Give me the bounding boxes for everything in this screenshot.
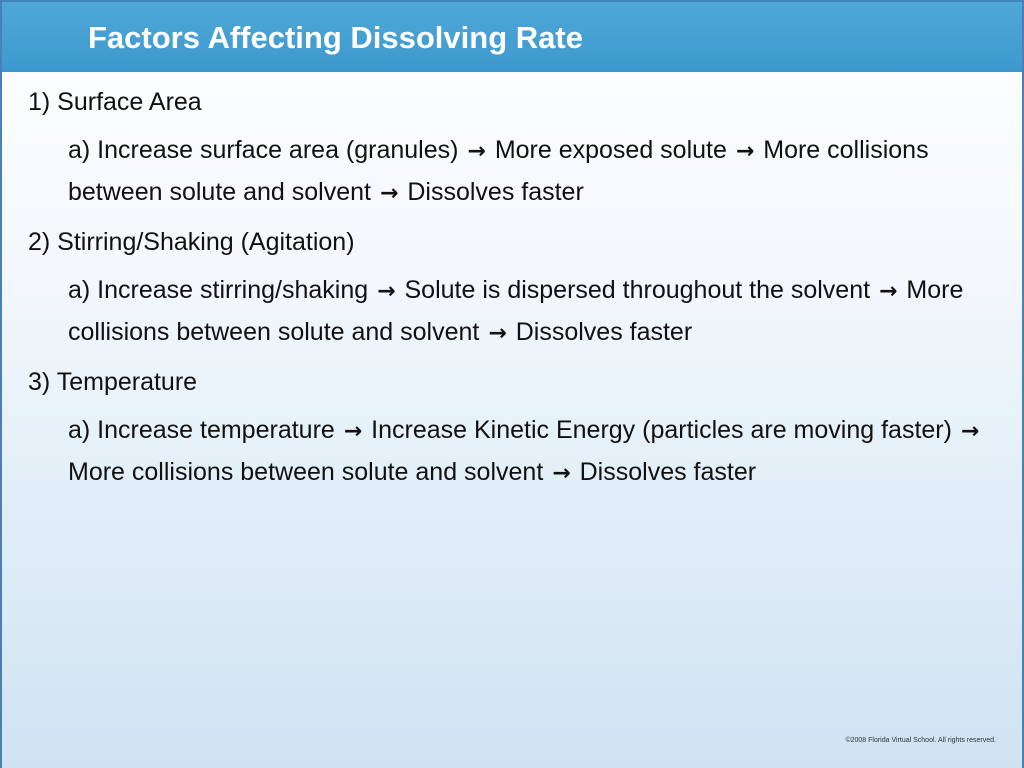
slide-title: Factors Affecting Dissolving Rate — [88, 20, 583, 55]
right-arrow-icon: → — [379, 181, 399, 206]
detail-part: Solute is dispersed throughout the solve… — [404, 276, 871, 304]
detail-part: Dissolves faster — [407, 178, 584, 206]
factor-surface-area: 1) Surface Area a) Increase surface area… — [28, 82, 1008, 214]
factor-detail: a) Increase temperature → Increase Kinet… — [68, 410, 998, 494]
detail-part: Dissolves faster — [515, 318, 693, 346]
right-arrow-icon: → — [488, 321, 507, 346]
title-bar: Factors Affecting Dissolving Rate — [2, 0, 1022, 72]
right-arrow-icon: → — [735, 139, 755, 164]
detail-part: Increase Kinetic Energy (particles are m… — [371, 416, 952, 444]
copyright-notice: ©2008 Florida Virtual School. All rights… — [845, 737, 996, 744]
right-arrow-icon: → — [377, 279, 396, 304]
factor-agitation: 2) Stirring/Shaking (Agitation) a) Incre… — [28, 222, 1008, 354]
detail-part: a) Increase surface area (granules) — [68, 136, 459, 164]
detail-part: More collisions between solute and solve… — [68, 276, 964, 346]
slide-content: 1) Surface Area a) Increase surface area… — [28, 82, 1008, 502]
detail-part: a) Increase temperature — [68, 416, 335, 444]
detail-part: More collisions between solute and solve… — [68, 136, 929, 206]
right-arrow-icon: → — [552, 461, 571, 486]
detail-part: More collisions between solute and solve… — [68, 458, 544, 486]
factor-heading: 3) Temperature — [28, 368, 198, 396]
detail-part: More exposed solute — [494, 136, 727, 164]
right-arrow-icon: → — [960, 419, 980, 444]
detail-part: a) Increase stirring/shaking — [68, 276, 369, 304]
factor-temperature: 3) Temperature a) Increase temperature →… — [28, 362, 1008, 494]
factor-detail: a) Increase stirring/shaking → Solute is… — [68, 270, 998, 354]
factor-detail: a) Increase surface area (granules) → Mo… — [68, 130, 998, 214]
detail-part: Dissolves faster — [579, 458, 757, 486]
factor-heading: 1) Surface Area — [28, 88, 202, 116]
right-arrow-icon: → — [467, 139, 486, 164]
right-arrow-icon: → — [343, 419, 363, 444]
factor-heading: 2) Stirring/Shaking (Agitation) — [28, 228, 355, 256]
right-arrow-icon: → — [879, 279, 898, 304]
